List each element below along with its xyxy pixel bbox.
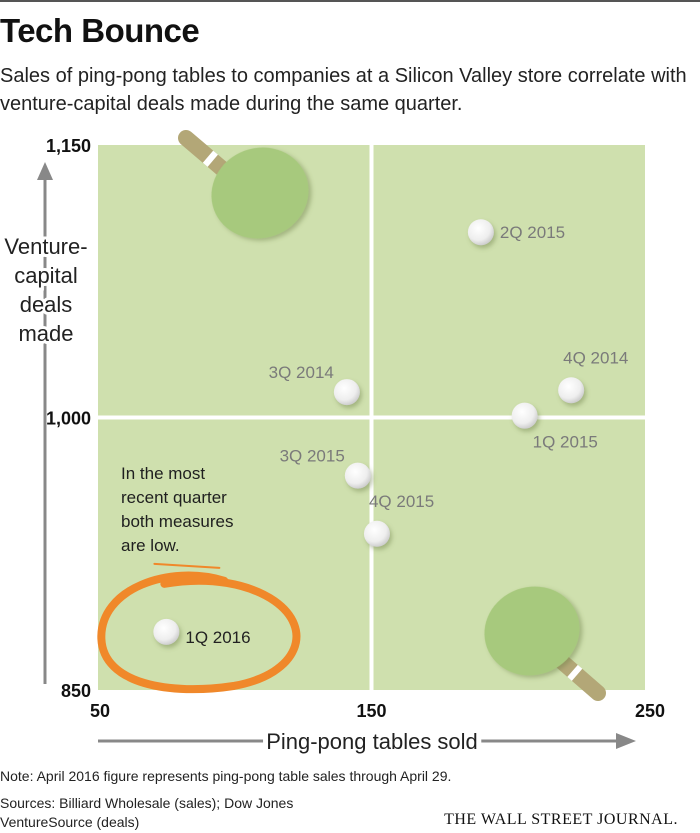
paddle-top-left [178,130,309,239]
y-tick-label: 850 [61,681,91,701]
data-point [344,462,371,489]
paddle-bottom-right-blade [484,586,580,676]
data-point [558,377,585,404]
data-point [363,520,390,547]
top-rule [0,0,700,2]
annotation-line: recent quarter [121,488,227,507]
y-tick-label: 1,000 [46,409,91,429]
x-tick-label: 250 [635,701,665,721]
plot-area: 2Q 2015 4Q 2014 3Q 2014 1Q 2015 3Q 2015 4Q 20… [1,130,665,759]
paddle-top-left-grip-band [202,150,218,167]
highlight-circle [97,571,301,694]
point-label: 3Q 2014 [269,363,334,382]
point-label: 3Q 2015 [280,447,345,466]
publisher-logo: THE WALL STREET JOURNAL. [444,811,678,828]
y-axis-arrow-icon [37,162,53,180]
annotation-line: both measures [121,512,233,531]
data-point [511,402,538,429]
y-axis-label: made [18,321,73,346]
point-label: 4Q 2014 [563,348,628,367]
y-axis-label: capital [14,263,78,288]
x-tick-label: 50 [90,701,110,721]
y-axis-label: Venture- [4,234,87,259]
x-axis-arrow-icon [616,733,636,749]
point-label: 2Q 2015 [500,223,565,242]
paddle-bottom-right-handle [552,652,606,701]
paddle-top-left-handle [178,130,234,180]
annotation-line: are low. [121,536,180,555]
paddle-top-left-blade [211,147,309,239]
footnote: Note: April 2016 figure represents ping-… [0,768,452,784]
y-tick-label: 1,150 [46,136,91,156]
annotation-line: In the most [121,464,205,483]
sources-line-2: VentureSource (deals) [0,814,140,830]
y-axis-label: deals [20,292,73,317]
paddle-bottom-right [484,586,606,701]
highlight-circle-stroke-tail [153,562,221,569]
sources-line-1: Sources: Billiard Wholesale (sales); Dow… [0,795,294,811]
point-label: 1Q 2016 [185,628,250,647]
x-tick-label: 150 [356,701,386,721]
point-label: 1Q 2015 [533,433,598,452]
data-point [333,379,360,406]
paddle-bottom-right-grip-band [567,664,583,681]
chart-subtitle: Sales of ping-pong tables to companies a… [0,65,687,115]
data-point [153,618,180,645]
x-axis-label: Ping-pong tables sold [266,729,478,754]
sources: Sources: Billiard Wholesale (sales); Dow… [0,794,360,832]
chart-title: Tech Bounce [0,12,200,49]
point-label: 4Q 2015 [369,492,434,511]
data-point [467,219,494,246]
